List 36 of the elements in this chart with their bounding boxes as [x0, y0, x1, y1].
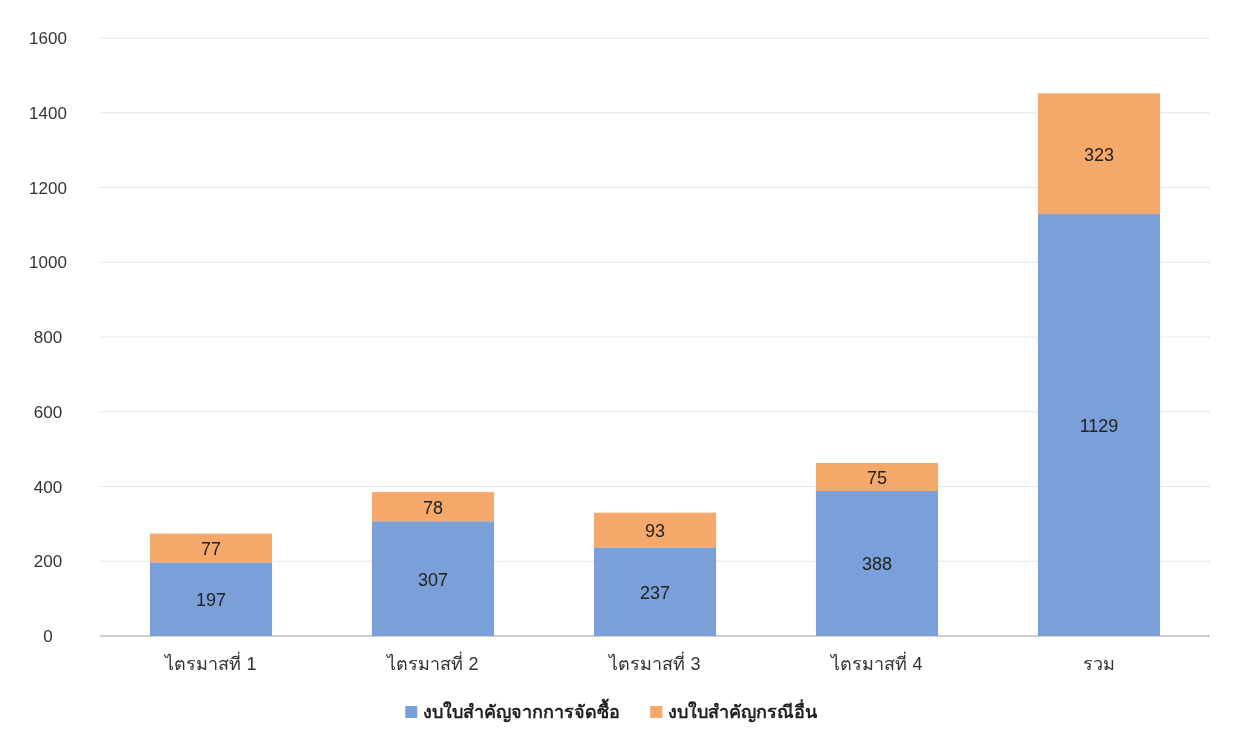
y-tick-label: 1000 — [29, 253, 67, 273]
y-tick-label: 800 — [33, 328, 63, 347]
bar — [371, 521, 495, 636]
y-tick-label: 1200 — [29, 178, 67, 198]
data-label: 1129 — [1079, 416, 1119, 437]
x-tick-label: ไตรมาสที่ 4 — [829, 651, 923, 674]
y-tick-label: 600 — [33, 402, 63, 422]
data-label: 323 — [1083, 144, 1115, 165]
bar — [149, 562, 273, 636]
y-tick-label: 400 — [33, 477, 63, 497]
data-label: 75 — [866, 467, 888, 488]
data-label: 93 — [644, 521, 666, 542]
data-label: 388 — [861, 554, 893, 575]
data-label: 78 — [422, 497, 444, 518]
legend-label: งบใบสำคัญจากการจัดซื้อ — [423, 698, 621, 723]
bar — [815, 490, 939, 636]
data-label: 237 — [639, 582, 671, 603]
data-label: 197 — [195, 590, 227, 611]
x-tick-label: ไตรมาสที่ 1 — [163, 651, 257, 674]
data-label: 77 — [200, 538, 222, 559]
y-tick-label: 200 — [33, 552, 63, 572]
y-tick-label: 0 — [43, 627, 53, 646]
data-label: 307 — [417, 569, 449, 590]
bar — [1037, 214, 1161, 636]
x-tick-label: รวม — [1083, 654, 1115, 674]
bar — [593, 547, 717, 636]
legend-label: งบใบสำคัญกรณีอื่น — [668, 699, 819, 723]
y-tick-label: 1600 — [29, 29, 67, 48]
x-tick-label: ไตรมาสที่ 2 — [385, 651, 479, 674]
bar — [1037, 93, 1161, 215]
bar — [593, 512, 717, 548]
bar — [371, 492, 495, 522]
y-tick-label: 1400 — [29, 103, 67, 123]
x-tick-label: ไตรมาสที่ 3 — [607, 651, 701, 674]
bar — [815, 462, 939, 491]
bar — [149, 533, 273, 563]
